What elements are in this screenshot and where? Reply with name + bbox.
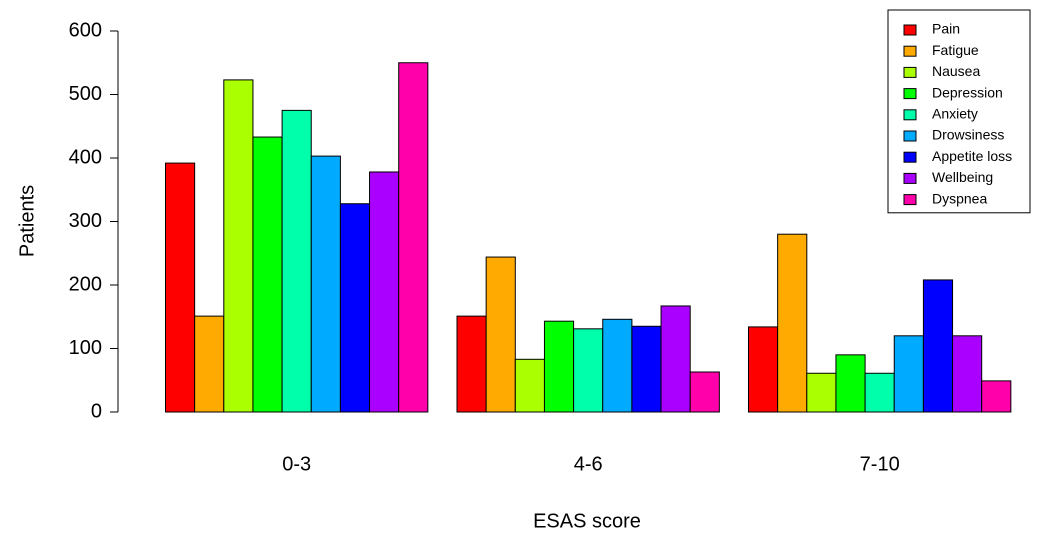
y-tick-label: 300 bbox=[69, 210, 102, 232]
bar bbox=[281, 109, 312, 413]
legend-label: Depression bbox=[932, 84, 1003, 100]
bar bbox=[631, 325, 662, 413]
bar bbox=[398, 62, 429, 413]
legend-label: Anxiety bbox=[932, 106, 978, 122]
legend-swatch bbox=[903, 66, 917, 78]
bar bbox=[835, 354, 866, 413]
bar bbox=[981, 380, 1012, 413]
bar bbox=[310, 155, 341, 413]
bar bbox=[777, 233, 808, 413]
bar bbox=[485, 256, 516, 413]
legend-swatch bbox=[903, 45, 917, 57]
bar bbox=[893, 335, 924, 413]
bar bbox=[660, 305, 691, 413]
x-axis-title: ESAS score bbox=[533, 510, 641, 532]
bar bbox=[689, 371, 720, 413]
legend-swatch bbox=[903, 88, 917, 100]
bar bbox=[806, 372, 837, 413]
bar bbox=[514, 358, 545, 413]
bar bbox=[456, 315, 487, 413]
legend-swatch bbox=[903, 194, 917, 206]
y-tick-label: 600 bbox=[69, 19, 102, 41]
y-tick-label: 200 bbox=[69, 273, 102, 295]
bar bbox=[252, 136, 283, 413]
legend-label: Nausea bbox=[932, 63, 980, 79]
legend-swatch bbox=[903, 24, 917, 36]
legend-label: Appetite loss bbox=[932, 148, 1012, 164]
y-tick-label: 500 bbox=[69, 83, 102, 105]
y-tick-label: 0 bbox=[91, 400, 102, 422]
bar bbox=[952, 335, 983, 413]
bar bbox=[223, 79, 254, 413]
x-tick-label: 4-6 bbox=[574, 453, 603, 475]
y-axis-title: Patients bbox=[16, 185, 38, 257]
legend-swatch bbox=[903, 151, 917, 163]
y-tick-label: 100 bbox=[69, 337, 102, 359]
bar bbox=[194, 315, 225, 413]
bar bbox=[339, 203, 371, 413]
legend-swatch bbox=[903, 172, 917, 184]
legend-label: Wellbeing bbox=[932, 169, 993, 185]
x-tick-label: 7-10 bbox=[860, 453, 900, 475]
bar bbox=[369, 171, 400, 413]
bar bbox=[602, 318, 633, 413]
y-tick-label: 400 bbox=[69, 146, 102, 168]
legend-label: Dyspnea bbox=[932, 190, 987, 206]
x-tick-label: 0-3 bbox=[282, 453, 311, 475]
bar bbox=[864, 372, 895, 413]
bar bbox=[543, 320, 575, 413]
bar bbox=[165, 162, 196, 413]
legend-label: Drowsiness bbox=[932, 127, 1004, 143]
legend-swatch bbox=[903, 109, 917, 121]
legend-label: Pain bbox=[932, 21, 960, 37]
legend-label: Fatigue bbox=[932, 42, 979, 58]
bar bbox=[922, 279, 954, 413]
bar bbox=[573, 328, 604, 413]
bar bbox=[748, 326, 779, 413]
legend-swatch bbox=[903, 130, 917, 142]
